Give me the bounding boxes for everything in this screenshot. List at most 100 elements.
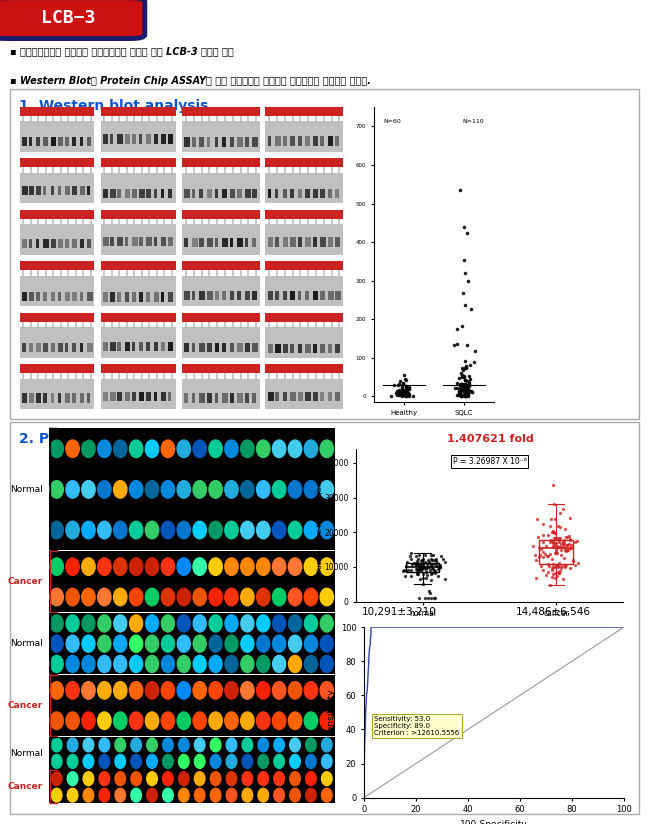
Point [454,372,464,385]
Circle shape [115,755,125,768]
Bar [36,343,42,352]
Circle shape [320,588,333,606]
Point [548,568,558,581]
Circle shape [320,655,333,672]
Circle shape [226,772,237,785]
Point [548,558,558,571]
Point [465,372,475,386]
Circle shape [129,655,142,672]
Bar [320,392,324,401]
Bar [125,342,129,351]
Point [456,320,467,333]
Bar [265,121,343,152]
Circle shape [211,789,221,802]
Circle shape [50,480,63,499]
Point [558,502,569,515]
Bar [168,293,172,302]
Point [461,359,471,372]
Circle shape [289,480,302,499]
Point [413,559,423,572]
Bar [20,327,94,358]
Circle shape [322,755,332,768]
Circle shape [114,712,127,729]
Point [568,555,578,568]
Bar [111,293,115,302]
Circle shape [51,772,62,785]
Bar [125,237,129,246]
Circle shape [272,522,286,539]
Point [457,370,467,383]
Bar [214,138,218,147]
Bar [101,312,176,322]
Point [566,541,576,555]
Bar [49,675,335,736]
Circle shape [66,635,79,652]
Text: N=60: N=60 [383,119,400,124]
Point [551,569,562,583]
Point [461,385,471,398]
Point [456,389,466,402]
Bar [252,238,256,247]
Bar [111,391,116,400]
Circle shape [82,635,95,652]
Bar [290,237,296,246]
Point [545,547,555,560]
Circle shape [194,789,205,802]
Point [462,380,472,393]
Point [459,384,469,397]
Bar [103,293,108,302]
Point [462,382,473,395]
Point [398,378,408,391]
Point [554,531,564,545]
Point [418,561,428,574]
Point [548,541,558,554]
Point [456,384,466,397]
Point [395,386,406,400]
Bar [125,189,130,199]
Point [426,561,437,574]
Point [538,550,548,564]
Point [415,561,426,574]
Bar [252,394,255,403]
Point [463,387,473,400]
Point [458,378,469,391]
Point [460,379,471,392]
Point [456,367,466,380]
Circle shape [272,681,286,699]
Point [455,183,465,196]
Point [411,559,421,572]
Circle shape [98,522,111,539]
Circle shape [82,588,95,606]
Point [564,532,575,545]
Point [554,536,564,549]
Circle shape [146,480,159,499]
Bar [72,393,76,403]
Point [461,362,471,375]
Bar [200,189,203,199]
Point [389,378,399,391]
Circle shape [209,558,222,575]
Circle shape [146,440,159,457]
Point [464,376,474,389]
Point [552,540,563,553]
Point [417,553,428,566]
Point [556,543,566,556]
Bar [58,393,61,403]
Bar [237,189,242,199]
Point [398,377,408,391]
Point [551,545,561,559]
Point [455,378,465,391]
Circle shape [98,635,111,652]
Bar [20,121,94,152]
Circle shape [66,588,79,606]
Point [555,561,566,574]
Bar [139,391,144,400]
Bar [222,189,227,199]
Point [396,386,406,399]
Circle shape [289,655,302,672]
Circle shape [225,588,238,606]
Point [429,553,439,566]
Point [393,378,403,391]
Bar [65,137,69,147]
Point [402,555,413,569]
